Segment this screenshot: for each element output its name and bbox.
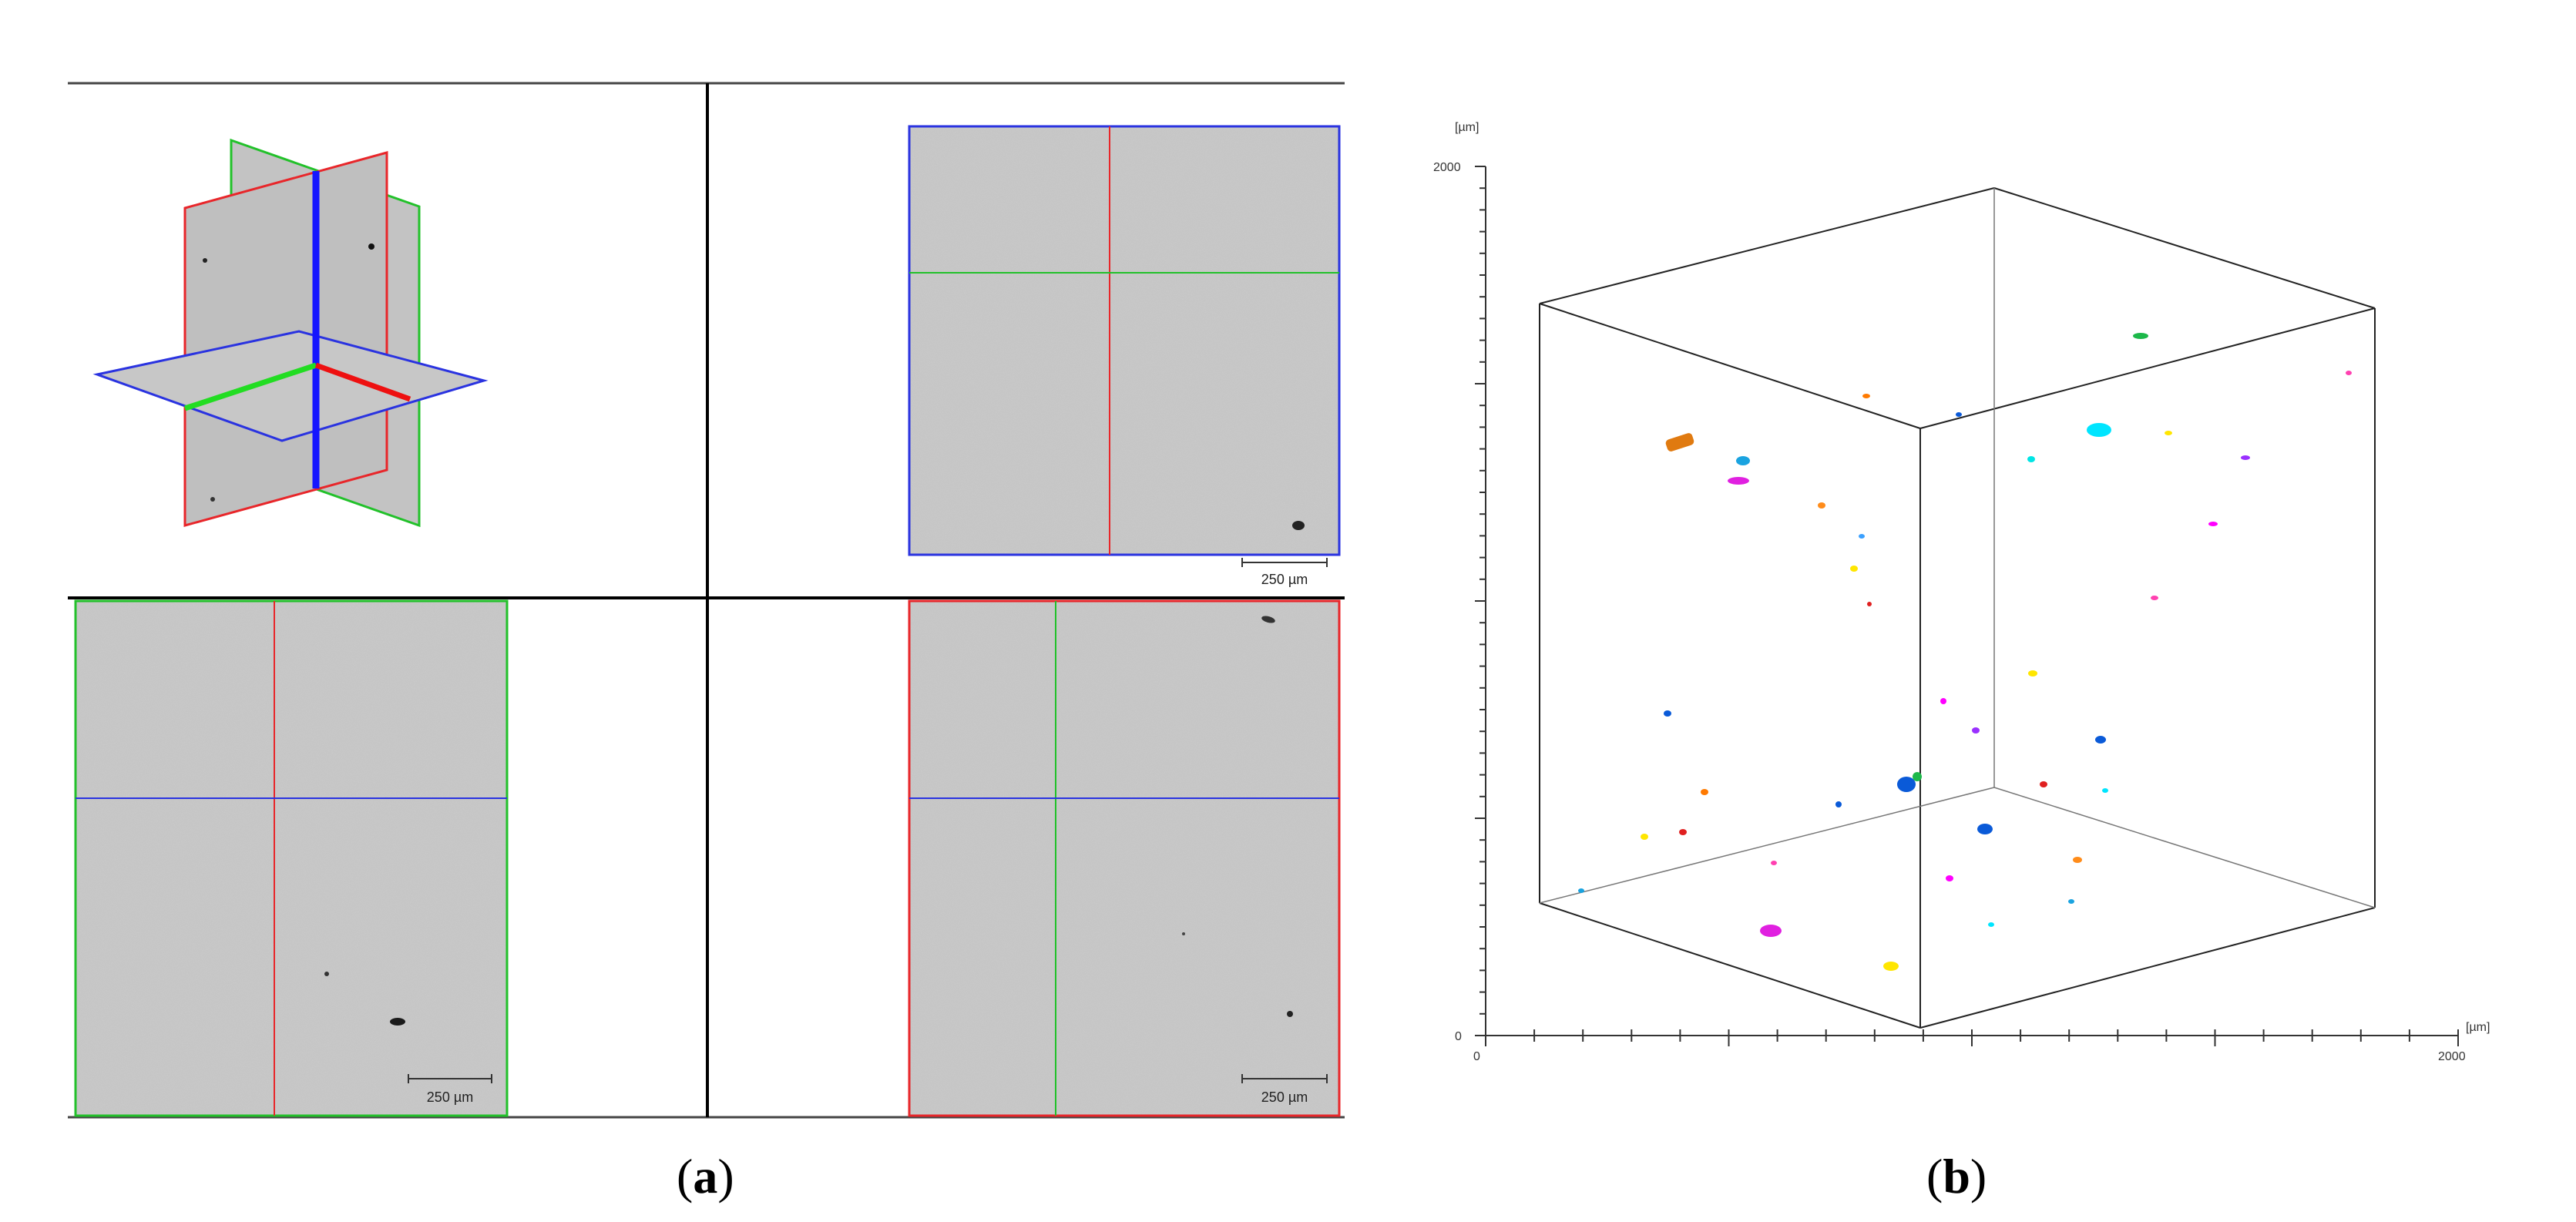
particle	[1641, 834, 1648, 840]
particle	[2087, 423, 2111, 437]
caption-a-open: (	[677, 1149, 693, 1204]
particle	[2102, 788, 2108, 793]
particle	[1897, 777, 1916, 792]
particle	[2133, 333, 2148, 339]
particle	[2165, 431, 2172, 435]
y-axis-unit: [µm]	[1455, 121, 1479, 134]
particle	[2241, 455, 2250, 460]
green-axis-line	[183, 362, 317, 411]
scale-bar-label: 250 µm	[427, 1089, 473, 1105]
blue-plane	[92, 330, 489, 442]
particle	[1867, 602, 1872, 606]
orthoslice-3d-view	[92, 138, 489, 528]
y-axis-min-label: 0	[1455, 1030, 1462, 1043]
particle	[1859, 534, 1865, 539]
particle-dot	[1287, 1011, 1293, 1017]
caption-b-close: )	[1970, 1149, 1987, 1204]
scale-bar-label: 250 µm	[1261, 572, 1308, 587]
caption-a: (a)	[677, 1149, 734, 1204]
particle	[1862, 394, 1870, 398]
particle	[1946, 875, 1953, 881]
particle	[1972, 727, 1980, 734]
scale-bar	[1241, 558, 1328, 567]
particle	[2027, 456, 2035, 462]
particle-dot	[210, 497, 215, 502]
panel-b: [µm] 2000 0 [µm] 0 2000	[1433, 121, 2490, 1204]
scale-bar	[1241, 1074, 1328, 1083]
particle	[1736, 456, 1750, 465]
particle	[1760, 925, 1782, 937]
particle	[1940, 698, 1946, 704]
caption-b: (b)	[1926, 1149, 1987, 1204]
particle	[1956, 412, 1962, 417]
particle	[1835, 801, 1842, 807]
caption-a-close: )	[717, 1149, 734, 1204]
slice-yz-texture	[77, 603, 505, 1114]
x-axis-unit: [µm]	[2466, 1021, 2490, 1034]
particle	[1701, 789, 1708, 795]
particle	[2068, 899, 2074, 904]
particle	[1883, 962, 1899, 971]
particle	[1664, 710, 1671, 717]
particle-dot	[1292, 521, 1305, 530]
particle	[1818, 502, 1825, 509]
volume-bounding-cube	[1539, 187, 2376, 1029]
particle	[2073, 857, 2082, 863]
particle-dot	[324, 972, 329, 976]
x-axis-ticks	[1485, 1029, 2459, 1046]
particle	[1850, 566, 1858, 572]
particle	[2151, 596, 2158, 600]
x-axis-min-label: 0	[1473, 1050, 1480, 1063]
panel-a: 250 µm 250 µm	[68, 82, 1345, 1204]
caption-b-open: (	[1926, 1149, 1943, 1204]
scale-bar-label: 250 µm	[1261, 1089, 1308, 1105]
particle-dot	[1182, 932, 1185, 935]
particle	[2028, 670, 2037, 676]
caption-a-letter: a	[693, 1149, 717, 1204]
slice-xy-view: 250 µm	[908, 125, 1341, 587]
y-axis-max-label: 2000	[1433, 161, 1461, 174]
particle	[1679, 829, 1687, 835]
particle	[1665, 433, 1694, 452]
particle	[2346, 371, 2352, 375]
slice-xz-texture	[911, 603, 1338, 1114]
particle	[1977, 824, 1993, 834]
particle	[1728, 477, 1749, 485]
y-axis-ticks	[1475, 166, 1486, 1036]
particle	[2095, 736, 2106, 744]
red-axis-line	[314, 362, 411, 402]
slice-xz-view: 250 µm	[908, 599, 1341, 1117]
scale-bar	[408, 1074, 492, 1083]
particle	[2040, 781, 2047, 787]
particle-dot	[368, 243, 374, 250]
particle	[2208, 522, 2218, 526]
slice-yz-view: 250 µm	[74, 599, 509, 1117]
particle	[1988, 922, 1994, 927]
particle	[1578, 888, 1584, 893]
particles	[1578, 333, 2352, 971]
x-axis-max-label: 2000	[2438, 1050, 2466, 1063]
particle	[1913, 772, 1922, 781]
particle-dot	[203, 258, 207, 263]
particle-dot	[390, 1018, 405, 1026]
slice-xy-texture	[911, 128, 1338, 553]
caption-b-letter: b	[1943, 1149, 1970, 1204]
particle	[1771, 861, 1777, 865]
particle-dot	[1261, 616, 1275, 623]
